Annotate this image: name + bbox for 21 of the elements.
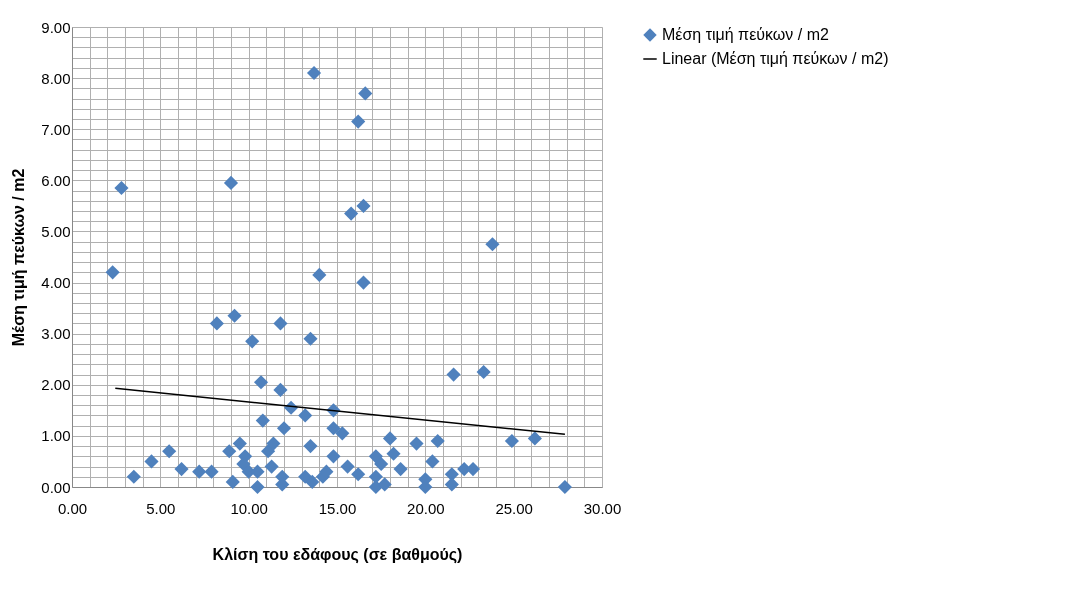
y-tick-label: 8.00 [41,69,71,87]
x-tick-label: 10.00 [230,499,268,517]
y-tick-label: 7.00 [41,120,71,138]
y-tick-label: 4.00 [41,274,71,292]
y-axis-title: Μέση τιμή πεύκων / m2 [10,168,28,347]
y-tick-label: 5.00 [41,222,71,240]
y-tick-label: 2.00 [41,376,71,394]
y-tick-label: 1.00 [41,427,71,445]
legend-label: Linear (Μέση τιμή πεύκων / m2) [662,50,889,67]
legend-label: Μέση τιμή πεύκων / m2 [662,26,829,43]
x-tick-label: 0.00 [57,499,88,517]
x-tick-label: 5.00 [146,499,176,517]
y-tick-label: 6.00 [41,171,71,189]
x-axis-title: Κλίση του εδάφους (σε βαθμούς) [212,545,463,564]
x-tick-label: 25.00 [495,499,533,517]
y-tick-label: 0.00 [41,478,71,496]
x-tick-label: 20.00 [407,499,445,517]
y-tick-label: 3.00 [41,325,71,343]
x-tick-label: 15.00 [318,499,357,517]
y-tick-label: 9.00 [41,18,71,36]
x-tick-label: 30.00 [583,499,622,517]
